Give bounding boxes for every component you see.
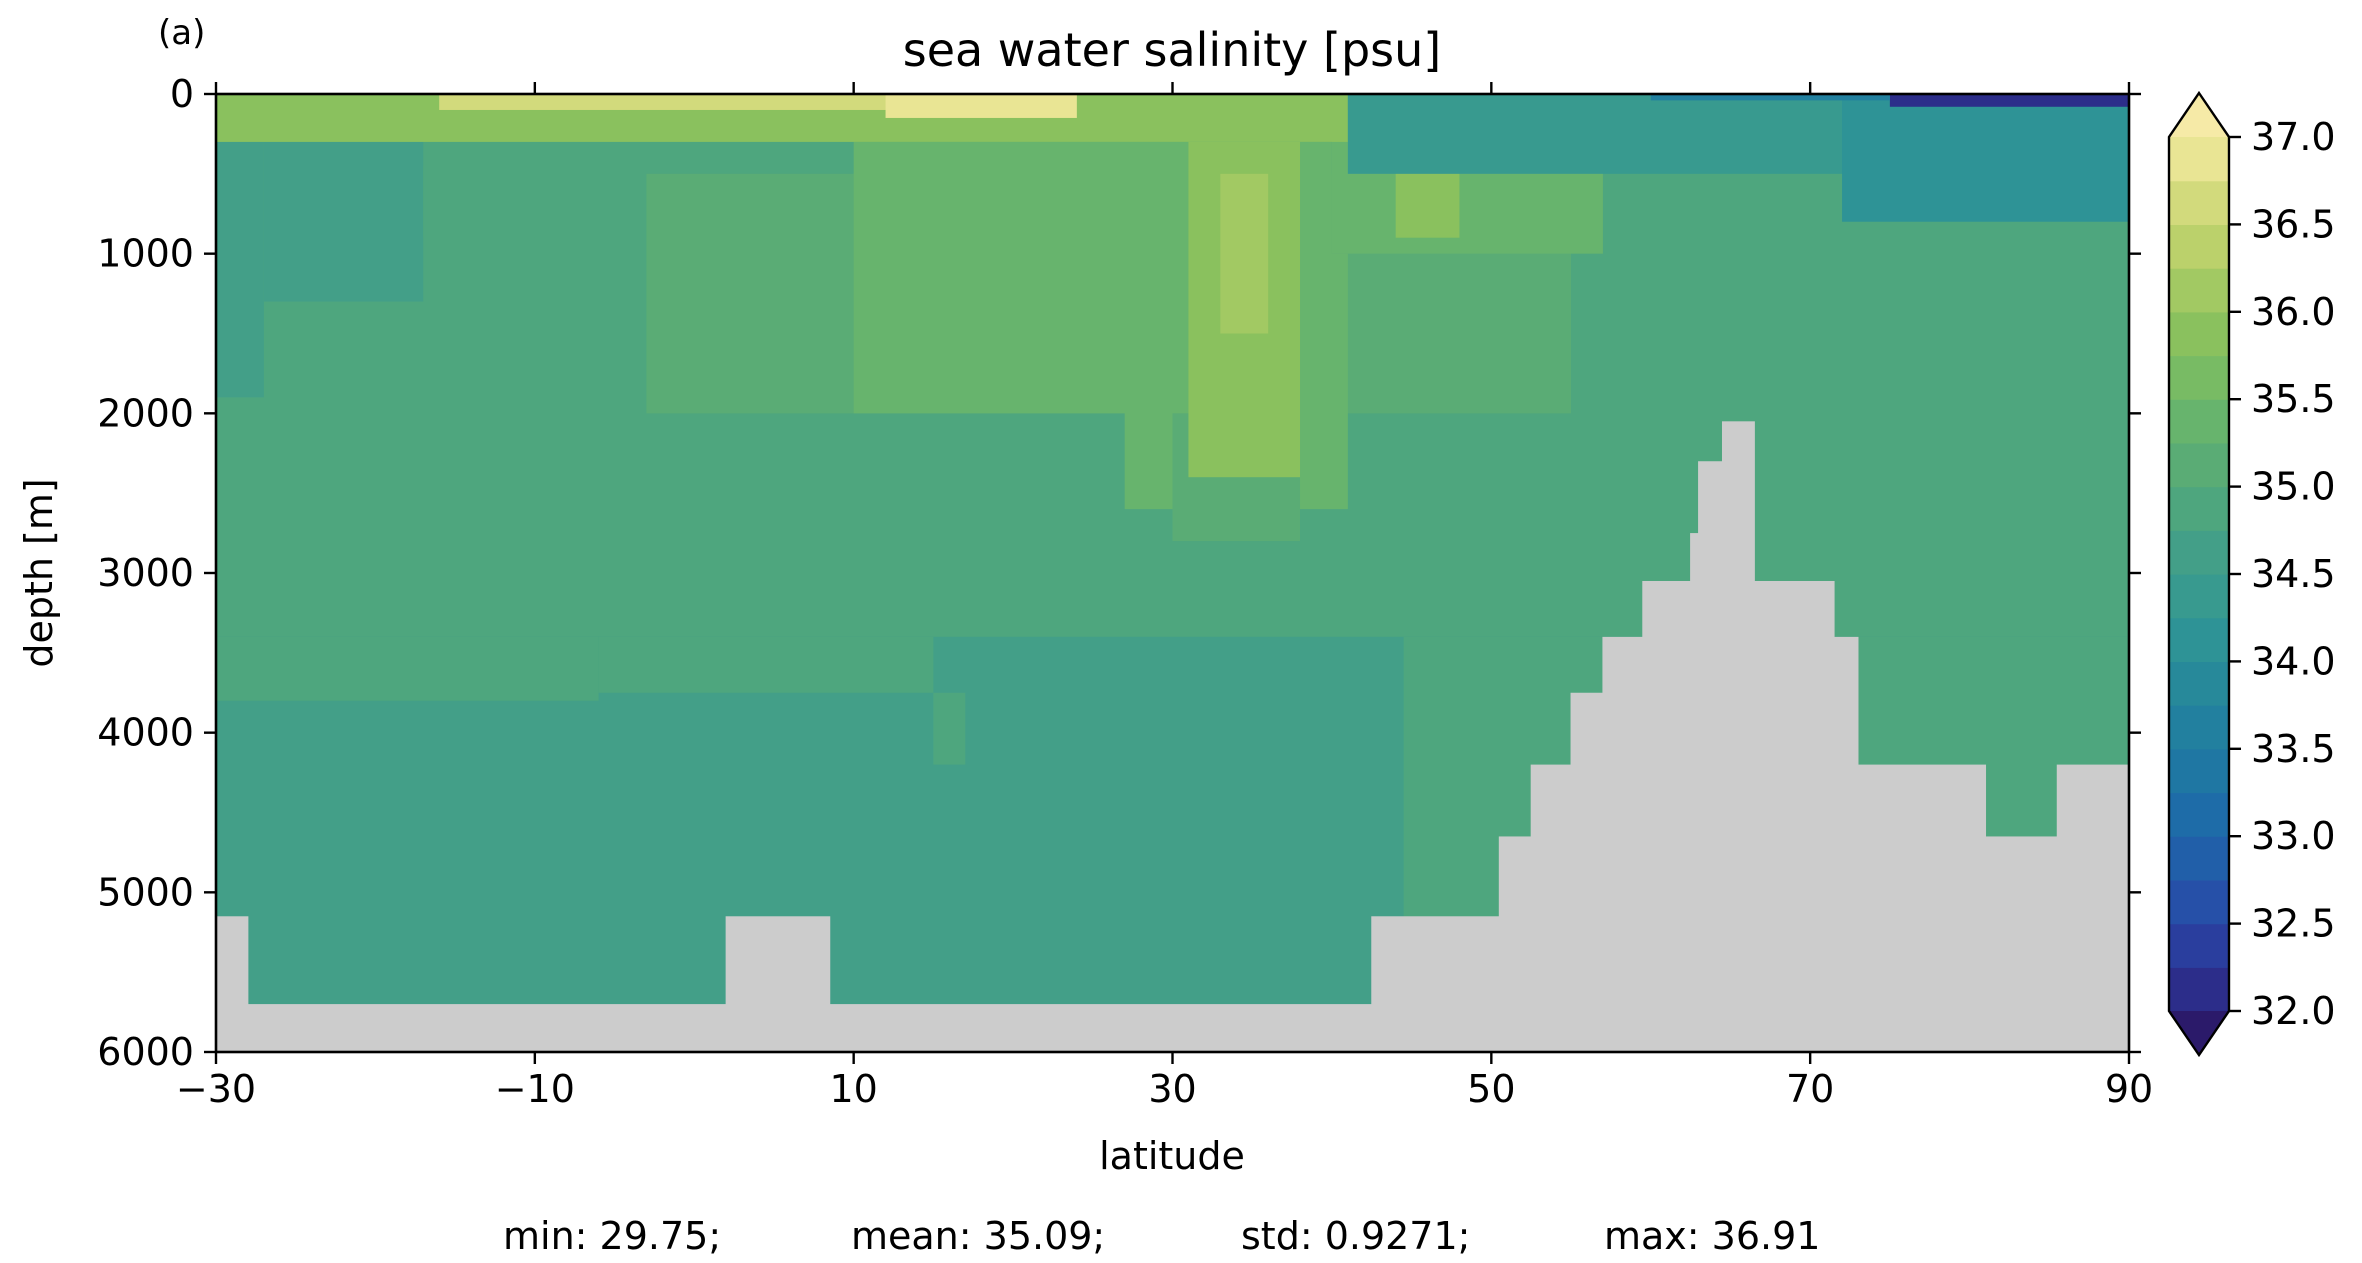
salinity-region <box>423 165 535 238</box>
x-tick-label: −10 <box>495 1067 575 1111</box>
y-tick-label: 4000 <box>97 711 194 755</box>
colorbar-swatch <box>2169 137 2229 182</box>
colorbar-swatch <box>2169 617 2229 662</box>
colorbar-tick-label: 37.0 <box>2251 115 2336 159</box>
colorbar-swatch <box>2169 486 2229 531</box>
colorbar-swatch <box>2169 574 2229 619</box>
chart-title: sea water salinity [psu] <box>903 23 1442 77</box>
colorbar-extend-max <box>2169 93 2229 137</box>
y-axis: 0 1000 2000 3000 4000 5000 6000 <box>97 72 2141 1074</box>
y-axis-label: depth [m] <box>17 478 61 667</box>
colorbar-swatch <box>2169 530 2229 575</box>
land-segment <box>1642 580 1692 1052</box>
colorbar-tick-label: 33.5 <box>2251 727 2336 771</box>
colorbar-swatch <box>2169 399 2229 444</box>
land-segment <box>247 1004 727 1052</box>
colorbar-swatch <box>2169 879 2229 925</box>
salinity-region <box>1220 173 1269 334</box>
salinity-region <box>216 636 599 701</box>
y-tick-label: 2000 <box>97 391 194 435</box>
land-segment <box>1985 836 2058 1052</box>
x-axis-label: latitude <box>1099 1134 1245 1178</box>
colorbar-swatch <box>2169 923 2229 968</box>
colorbar-tick-label: 35.0 <box>2251 465 2336 509</box>
x-tick-label: 10 <box>829 1067 877 1111</box>
land-segment <box>1371 916 1500 1052</box>
x-tick-label: 30 <box>1148 1067 1196 1111</box>
colorbar-swatch <box>2169 705 2229 750</box>
salinity-region <box>1650 94 1890 101</box>
land-segment <box>1721 421 1755 1052</box>
colorbar-tick-label: 32.5 <box>2251 902 2336 946</box>
colorbar-tick-label: 34.0 <box>2251 639 2336 683</box>
colorbar-swatch <box>2169 180 2229 225</box>
y-tick-label: 0 <box>170 72 194 116</box>
land-segment <box>1602 636 1644 1052</box>
stat-std: std: 0.9271; <box>1241 1214 1470 1258</box>
land-segment <box>2056 764 2129 1052</box>
colorbar-swatch <box>2169 967 2229 1012</box>
colorbar-swatch <box>2169 268 2229 313</box>
colorbar-swatch <box>2169 311 2229 357</box>
land-segment <box>216 916 249 1052</box>
salinity-region <box>933 692 966 765</box>
stat-max: max: 36.91 <box>1604 1214 1820 1258</box>
seafloor-land-mask <box>216 421 2129 1052</box>
colorbar-extend-min <box>2169 1011 2229 1055</box>
colorbar-tick-label: 35.5 <box>2251 377 2336 421</box>
salinity-region <box>263 133 424 302</box>
land-segment <box>1530 764 1572 1052</box>
colorbar-tick-label: 36.0 <box>2251 290 2336 334</box>
x-tick-label: 90 <box>2105 1067 2153 1111</box>
colorbar-swatch <box>2169 836 2229 881</box>
land-segment <box>1690 533 1700 1052</box>
plot-area <box>216 94 2129 1052</box>
colorbar-tick-label: 32.0 <box>2251 989 2336 1033</box>
colorbar-swatch <box>2169 442 2229 488</box>
y-tick-label: 6000 <box>97 1030 194 1074</box>
x-tick-label: 50 <box>1467 1067 1515 1111</box>
land-segment <box>1498 836 1532 1052</box>
salinity-region <box>1889 94 2129 107</box>
y-tick-label: 1000 <box>97 232 194 276</box>
x-tick-label: 70 <box>1786 1067 1834 1111</box>
land-segment <box>1857 764 1987 1052</box>
stats-line: min: 29.75; mean: 35.09; std: 0.9271; ma… <box>503 1214 1820 1258</box>
land-segment <box>1833 636 1859 1052</box>
colorbar-tick-label: 33.0 <box>2251 814 2336 858</box>
colorbar-swatch <box>2169 224 2229 269</box>
colorbar-swatch <box>2169 355 2229 400</box>
salinity-region <box>1842 94 2129 222</box>
panel-label: (a) <box>158 13 205 53</box>
colorbar: 32.0 32.5 33.0 33.5 34.0 34.5 35.0 35.5 36.0 36.5… <box>2167 90 2336 1058</box>
x-tick-label: −30 <box>176 1067 256 1111</box>
land-segment <box>1698 461 1723 1052</box>
land-segment <box>1753 580 1835 1052</box>
x-axis: −30 −10 10 30 50 70 90 <box>176 82 2153 1111</box>
colorbar-tick-label: 34.5 <box>2251 552 2336 596</box>
colorbar-swatch <box>2169 792 2229 837</box>
land-segment <box>725 916 831 1052</box>
salinity-region <box>598 636 934 693</box>
stat-min: min: 29.75; <box>503 1214 721 1258</box>
salinity-region <box>885 94 1077 118</box>
colorbar-swatch <box>2169 661 2229 706</box>
salinity-region <box>216 125 264 398</box>
land-segment <box>829 1004 1373 1052</box>
y-tick-label: 3000 <box>97 551 194 595</box>
land-segment <box>1570 692 1604 1052</box>
colorbar-swatch <box>2169 748 2229 794</box>
colorbar-tick-label: 36.5 <box>2251 202 2336 246</box>
stat-mean: mean: 35.09; <box>851 1214 1105 1258</box>
y-tick-label: 5000 <box>97 870 194 914</box>
